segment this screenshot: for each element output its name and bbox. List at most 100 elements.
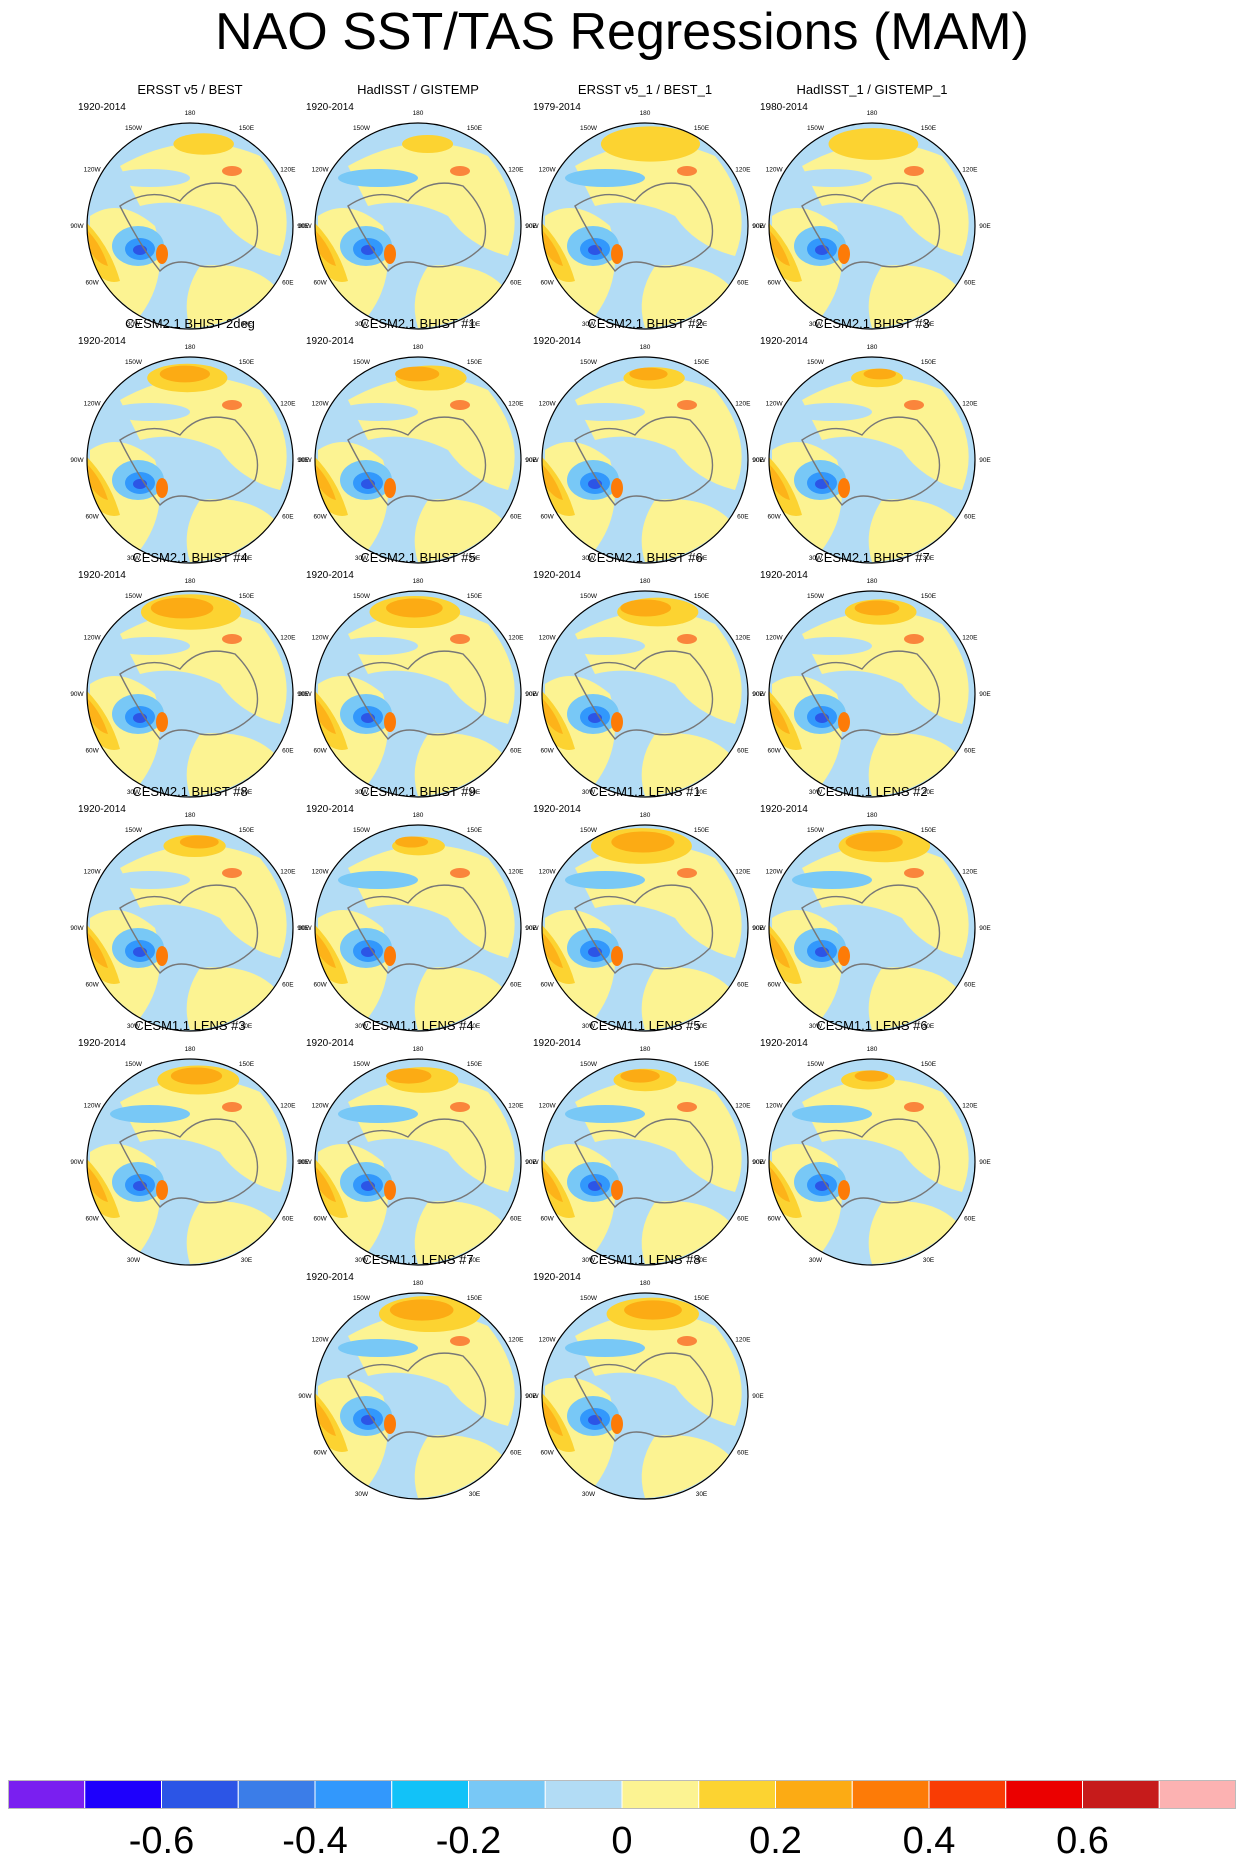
lon-label: 30E (469, 1491, 481, 1498)
lon-label: 60W (540, 1450, 554, 1457)
lon-label: 120E (508, 1337, 524, 1344)
lon-label: 60W (540, 280, 554, 287)
lon-label: 150W (580, 827, 598, 834)
coastline (347, 650, 487, 741)
lon-label: 30E (469, 1023, 481, 1030)
panel-period: 1920-2014 (760, 570, 808, 581)
panel-title: CESM2.1 BHIST #4 (132, 550, 248, 565)
coastline (347, 884, 487, 975)
panel-title: CESM1.1 LENS #1 (589, 784, 701, 799)
panel-period: 1920-2014 (533, 804, 581, 815)
lon-label: 60E (737, 1450, 749, 1457)
lon-label: 30E (241, 1257, 253, 1264)
colorbar-swatch (314, 1780, 393, 1810)
coastline (801, 884, 941, 975)
lon-label: 60W (540, 982, 554, 989)
polar-map: 180150E120E90E60E30E030W60W90W120W150W (298, 1046, 537, 1266)
lon-label: 120E (280, 1103, 296, 1110)
lon-label: 90W (525, 223, 539, 230)
lon-label: 150E (467, 593, 483, 600)
coastline (574, 1352, 714, 1443)
lon-label: 30W (809, 321, 823, 328)
lon-label: 120W (766, 167, 784, 174)
lon-label: 60E (282, 1216, 294, 1223)
polar-map: 180150E120E90E60E30E030W60W90W120W150W (752, 110, 991, 330)
lon-label: 60W (767, 982, 781, 989)
coastline (801, 650, 941, 741)
lon-label: 180 (640, 1046, 651, 1053)
lon-label: 30E (241, 555, 253, 562)
coastline (347, 1352, 487, 1443)
lon-label: 180 (640, 1280, 651, 1287)
lon-label: 120W (312, 869, 330, 876)
colorbar-tick-label: 0.6 (1056, 1820, 1109, 1858)
panel-title: CESM1.1 LENS #6 (816, 1018, 928, 1033)
coastline (574, 416, 714, 507)
lon-label: 150E (467, 827, 483, 834)
regression-field (315, 123, 521, 329)
lon-label: 150W (125, 827, 143, 834)
polar-map: 180150E120E90E60E30E030W60W90W120W150W (525, 812, 764, 1032)
lon-label: 150E (239, 1061, 255, 1068)
map-border (86, 122, 294, 330)
colorbar-tick-label: -0.4 (282, 1820, 347, 1858)
page-title: NAO SST/TAS Regressions (MAM) (215, 3, 1029, 61)
panel-period: 1920-2014 (760, 1038, 808, 1049)
regression-field (542, 357, 748, 563)
lon-label: 60E (964, 1216, 976, 1223)
lon-label: 60E (282, 748, 294, 755)
polar-map: 180150E120E90E60E30E030W60W90W120W150W (298, 344, 537, 564)
lon-label: 90E (979, 223, 991, 230)
lon-label: 180 (413, 812, 424, 819)
panel-title: CESM2.1 BHIST #7 (814, 550, 930, 565)
lon-label: 60E (282, 280, 294, 287)
lon-label: 90W (70, 223, 84, 230)
lon-label: 180 (185, 1046, 196, 1053)
lon-label: 150W (353, 359, 371, 366)
lon-label: 30E (469, 1257, 481, 1264)
lon-label: 30E (241, 321, 253, 328)
lon-label: 180 (413, 578, 424, 585)
lon-label: 150E (921, 593, 937, 600)
panel-title: CESM1.1 LENS #2 (816, 784, 928, 799)
lon-label: 90W (298, 925, 312, 932)
lon-label: 30E (923, 1257, 935, 1264)
map-panel: CESM2.1 BHIST #9180150E120E90E60E30E030W… (288, 784, 548, 1034)
lon-label: 90W (525, 925, 539, 932)
panel-title: CESM1.1 LENS #7 (362, 1252, 474, 1267)
coastline (574, 650, 714, 741)
colorbar-tick-label: 0.4 (903, 1820, 956, 1858)
lon-label: 30W (809, 555, 823, 562)
map-border (768, 590, 976, 798)
map-panel: CESM1.1 LENS #8180150E120E90E60E30E030W6… (515, 1252, 775, 1502)
lon-label: 60E (510, 514, 522, 521)
colorbar-swatch (544, 1780, 623, 1810)
map-border (86, 824, 294, 1032)
lon-label: 150W (353, 1061, 371, 1068)
regression-field (769, 1059, 975, 1265)
lon-label: 30E (696, 321, 708, 328)
panel-title: CESM2.1 BHIST #8 (132, 784, 248, 799)
polar-map: 180150E120E90E60E30E030W60W90W120W150W (298, 1280, 537, 1500)
map-panel: CESM2.1 BHIST #3180150E120E90E60E30E030W… (742, 316, 1002, 566)
lon-label: 120W (539, 1337, 557, 1344)
regression-field (315, 357, 521, 563)
lon-label: 150W (580, 593, 598, 600)
lon-label: 90E (752, 223, 764, 230)
regression-field (87, 591, 293, 797)
lon-label: 60W (767, 1216, 781, 1223)
regression-field (769, 357, 975, 563)
lon-label: 90W (752, 223, 766, 230)
panel-period: 1920-2014 (533, 1038, 581, 1049)
lon-label: 150W (807, 1061, 825, 1068)
colorbar: -0.6 -0.4 -0.2 0 0.2 0.4 0.6 (8, 1780, 1236, 1858)
colorbar-swatch (1082, 1780, 1160, 1810)
panel-period: 1920-2014 (306, 102, 354, 113)
panel-title: CESM2.1 BHIST #9 (360, 784, 476, 799)
panel-period: 1920-2014 (306, 336, 354, 347)
lon-label: 60E (737, 280, 749, 287)
lon-label: 30W (127, 1023, 141, 1030)
panel-title: CESM1.1 LENS #3 (134, 1018, 246, 1033)
map-panel: CESM1.1 LENS #5180150E120E90E60E30E030W6… (515, 1018, 775, 1268)
lon-label: 120W (312, 1337, 330, 1344)
